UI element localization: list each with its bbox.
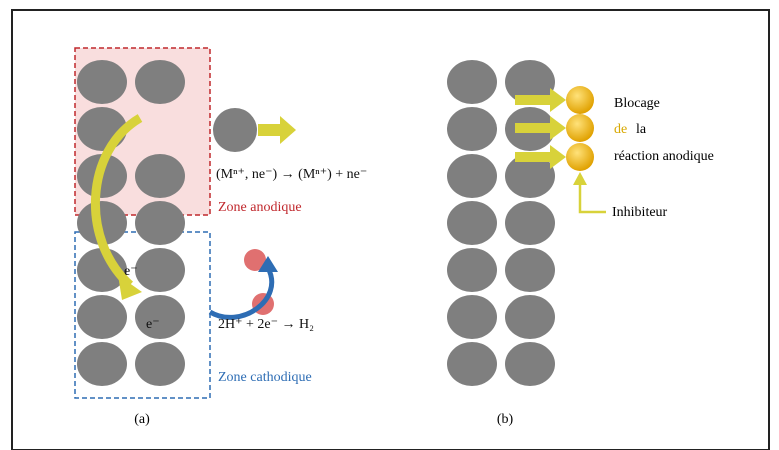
- atom: [447, 248, 497, 292]
- atom: [447, 107, 497, 151]
- label: Inhibiteur: [612, 205, 668, 220]
- electron-label: e⁻: [146, 317, 160, 332]
- atom: [505, 342, 555, 386]
- atom: [77, 342, 127, 386]
- atom: [505, 295, 555, 339]
- metal-ion: [213, 108, 257, 152]
- atom: [505, 201, 555, 245]
- electron-label: e⁻: [124, 264, 138, 279]
- atom: [135, 342, 185, 386]
- label: la: [636, 122, 647, 137]
- atom: [135, 248, 185, 292]
- atom: [135, 295, 185, 339]
- atom: [505, 248, 555, 292]
- atom: [447, 295, 497, 339]
- atom: [447, 60, 497, 104]
- zone-label: Zone anodique: [218, 200, 302, 215]
- atom: [135, 154, 185, 198]
- anodic-reaction: (Mⁿ⁺, ne⁻) → (Mⁿ⁺) + ne⁻: [216, 167, 367, 182]
- ion-arrow: [258, 124, 280, 136]
- cathodic-reaction: 2H⁺ + 2e⁻ → H₂: [218, 317, 314, 332]
- atom: [135, 60, 185, 104]
- label: de: [614, 122, 627, 137]
- atom: [77, 295, 127, 339]
- caption: (b): [497, 412, 514, 427]
- atom: [447, 342, 497, 386]
- zone-label: Zone cathodique: [218, 370, 312, 385]
- label: réaction anodique: [614, 149, 714, 164]
- atom: [135, 201, 185, 245]
- label: Blocage: [614, 96, 660, 111]
- atom: [447, 201, 497, 245]
- diagram: e⁻ e⁻ (Mⁿ⁺, ne⁻) → (Mⁿ⁺) + ne⁻ Zone anod…: [0, 0, 779, 450]
- caption: (a): [134, 412, 150, 427]
- atom: [77, 60, 127, 104]
- atom: [447, 154, 497, 198]
